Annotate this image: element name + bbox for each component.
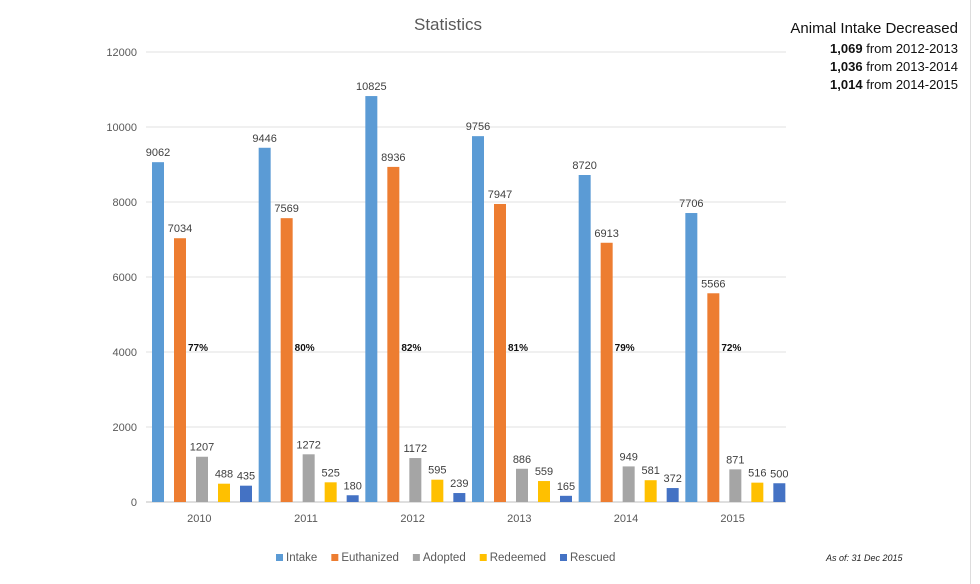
bar-redeemed (324, 482, 337, 502)
bar-intake (365, 96, 378, 502)
percent-label: 79% (615, 343, 635, 354)
data-label: 886 (513, 454, 531, 466)
bar-adopted (622, 466, 635, 502)
bar-redeemed (751, 482, 764, 502)
legend-label: Rescued (570, 552, 615, 564)
data-label: 239 (450, 478, 468, 490)
y-tick-label: 12000 (106, 47, 137, 59)
x-tick-label: 2015 (720, 513, 744, 525)
x-tick-label: 2013 (507, 513, 531, 525)
bar-intake (472, 136, 484, 502)
legend-swatch (479, 554, 487, 561)
bar-rescued (240, 485, 252, 502)
bar-adopted (729, 469, 742, 502)
data-label: 581 (641, 465, 659, 477)
y-tick-label: 2000 (113, 422, 137, 434)
bar-euthanized (494, 203, 506, 503)
bar-euthanized (387, 166, 400, 502)
bar-redeemed (644, 480, 657, 502)
data-label: 595 (428, 465, 446, 477)
legend-label: Euthanized (341, 552, 399, 564)
bar-rescued (560, 495, 572, 502)
percent-label: 77% (188, 343, 208, 354)
bar-intake (685, 213, 698, 502)
data-label: 525 (321, 467, 339, 479)
legend-label: Intake (286, 552, 317, 564)
bar-rescued (773, 483, 786, 502)
data-label: 1172 (404, 443, 428, 455)
y-tick-label: 8000 (113, 197, 137, 209)
bar-rescued (346, 495, 359, 502)
data-label: 9062 (146, 147, 170, 159)
bar-intake (152, 162, 164, 503)
percent-label: 72% (721, 343, 741, 354)
bar-euthanized (600, 242, 613, 502)
percent-label: 82% (401, 343, 421, 354)
percent-label: 80% (295, 343, 315, 354)
data-label: 949 (619, 451, 637, 463)
data-label: 500 (770, 468, 788, 480)
data-label: 372 (663, 473, 681, 485)
x-tick-label: 2010 (187, 513, 211, 525)
bar-rescued (453, 493, 466, 502)
legend-label: Redeemed (490, 552, 546, 564)
legend-swatch (276, 554, 283, 561)
note-heading: Animal Intake Decreased (790, 20, 958, 37)
data-label: 5566 (701, 278, 725, 290)
data-label: 516 (748, 468, 766, 480)
data-label: 488 (215, 469, 233, 481)
data-label: 180 (343, 480, 361, 492)
note-line: 1,069 from 2012-2013 (830, 41, 958, 56)
data-label: 7034 (168, 223, 192, 235)
data-label: 6913 (594, 228, 618, 240)
data-label: 1207 (190, 442, 214, 454)
data-label: 10825 (356, 81, 387, 93)
bar-adopted (302, 454, 315, 502)
bar-redeemed (431, 479, 444, 502)
data-label: 7947 (488, 189, 512, 201)
y-tick-label: 4000 (113, 347, 137, 359)
data-label: 9756 (466, 121, 490, 133)
data-label: 9446 (252, 133, 276, 145)
data-label: 7569 (274, 203, 298, 215)
legend-label: Adopted (423, 552, 466, 564)
data-label: 1272 (296, 439, 320, 451)
x-tick-label: 2012 (400, 513, 424, 525)
note-line: 1,014 from 2014-2015 (830, 77, 958, 92)
border-line (970, 0, 971, 584)
data-label: 7706 (679, 198, 703, 210)
y-tick-label: 0 (131, 497, 137, 509)
data-label: 8720 (572, 160, 596, 172)
as-of-date: As of: 31 Dec 2015 (826, 553, 903, 563)
x-tick-label: 2014 (614, 513, 638, 525)
legend-swatch (412, 554, 420, 561)
bar-adopted (409, 458, 422, 502)
bar-redeemed (218, 483, 230, 502)
data-label: 8936 (381, 152, 405, 164)
bar-rescued (666, 488, 679, 502)
chart-title: Statistics (414, 15, 482, 34)
bar-adopted (196, 456, 208, 502)
note-line: 1,036 from 2013-2014 (830, 59, 958, 74)
bar-redeemed (538, 481, 550, 502)
bar-euthanized (280, 218, 293, 502)
y-tick-label: 10000 (106, 122, 137, 134)
bar-euthanized (174, 238, 186, 502)
intake-note: Animal Intake Decreased 1,069 from 2012-… (790, 20, 958, 94)
bar-adopted (516, 468, 528, 502)
bar-intake (258, 147, 271, 502)
data-label: 165 (557, 481, 575, 493)
legend-swatch (560, 554, 567, 561)
data-label: 559 (535, 466, 553, 478)
x-tick-label: 2011 (294, 513, 318, 525)
y-tick-label: 6000 (113, 272, 137, 284)
data-label: 871 (726, 454, 744, 466)
percent-label: 81% (508, 343, 528, 354)
data-label: 435 (237, 471, 255, 483)
bar-euthanized (707, 293, 720, 502)
bar-intake (578, 175, 591, 502)
legend-swatch (331, 554, 339, 561)
